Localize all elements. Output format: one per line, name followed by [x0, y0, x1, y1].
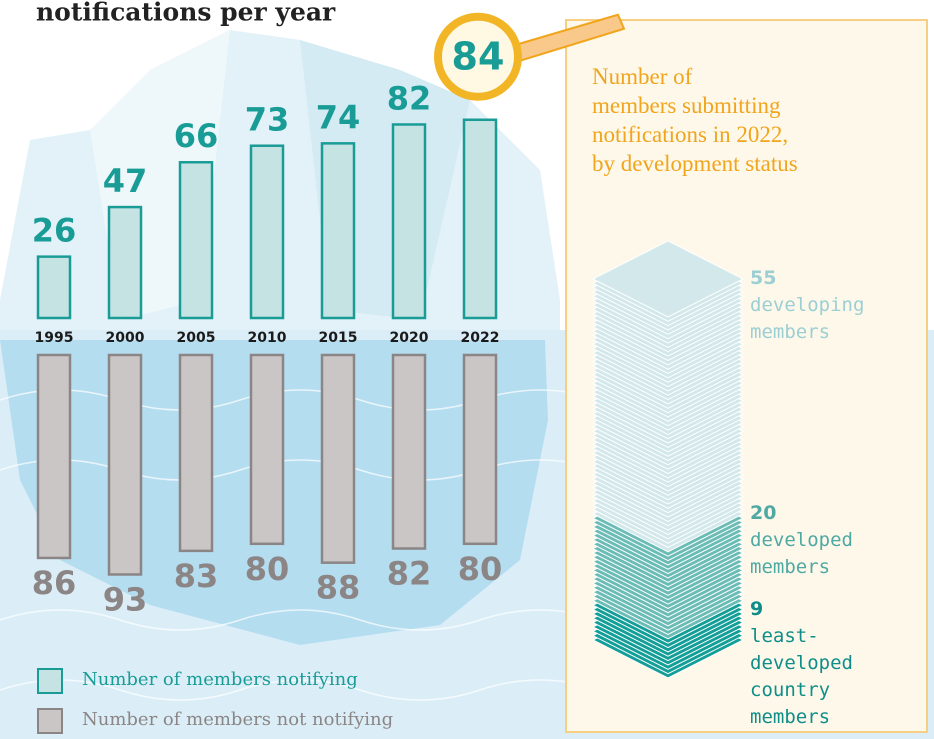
stack-label: 55 developing members — [750, 265, 920, 346]
value-label: 66 — [174, 117, 219, 155]
waves — [0, 389, 601, 701]
value-label: 73 — [245, 101, 290, 139]
bar — [107, 205, 143, 320]
bar — [178, 160, 214, 320]
x-tick-label: 2010 — [248, 330, 287, 346]
stack-layer — [591, 240, 745, 318]
value-label: 80 — [458, 550, 503, 588]
bar — [249, 353, 285, 546]
magnifier-lens — [434, 12, 522, 101]
value-label: 93 — [103, 580, 148, 618]
stack-label: 20 developed members — [750, 500, 920, 581]
x-tick-label: 2020 — [390, 330, 429, 346]
stack-name: developed members — [750, 529, 853, 578]
value-label: 86 — [32, 564, 77, 602]
value-label: 88 — [316, 569, 361, 607]
value-label: 82 — [387, 79, 432, 117]
stack-value: 20 — [750, 502, 777, 524]
bar — [320, 353, 356, 564]
value-label: 26 — [32, 212, 77, 250]
stack-label: 9 least-developed country members — [750, 596, 920, 731]
value-label: 47 — [103, 162, 148, 200]
panel-title: Number of members submitting notificatio… — [592, 62, 912, 178]
stack-name: developing members — [750, 294, 865, 343]
chart-title: notifications per year — [36, 0, 336, 27]
stack-value: 9 — [750, 598, 764, 620]
bar — [391, 353, 427, 550]
legend-label: Number of members not notifying — [82, 709, 394, 730]
x-tick-label: 2000 — [106, 330, 145, 346]
value-label: 74 — [316, 98, 361, 136]
x-tick-label: 1995 — [35, 330, 74, 346]
x-tick-label: 2005 — [177, 330, 216, 346]
value-label: 84 — [452, 34, 505, 78]
bar — [36, 255, 72, 320]
bar — [178, 353, 214, 553]
x-tick-label: 2015 — [319, 330, 358, 346]
stack-segment — [591, 240, 745, 553]
stack-value: 55 — [750, 267, 777, 289]
value-label: 83 — [174, 557, 219, 595]
bar — [462, 118, 498, 320]
bar — [249, 144, 285, 320]
bar — [462, 353, 498, 546]
title-line: by development status — [592, 151, 798, 176]
value-label: 80 — [245, 550, 290, 588]
bar — [320, 142, 356, 320]
stack-name: least-developed country members — [750, 625, 853, 728]
value-label: 82 — [387, 555, 432, 593]
bar — [36, 353, 72, 560]
legend-swatch — [37, 668, 63, 694]
legend-label: Number of members notifying — [82, 669, 358, 690]
legend-swatch — [37, 708, 63, 734]
title-line: Number of — [592, 64, 693, 89]
bar — [391, 123, 427, 320]
title-line: members submitting — [592, 93, 781, 118]
x-tick-label: 2022 — [461, 330, 500, 346]
title-line: notifications in 2022, — [592, 122, 789, 147]
bar — [107, 353, 143, 576]
